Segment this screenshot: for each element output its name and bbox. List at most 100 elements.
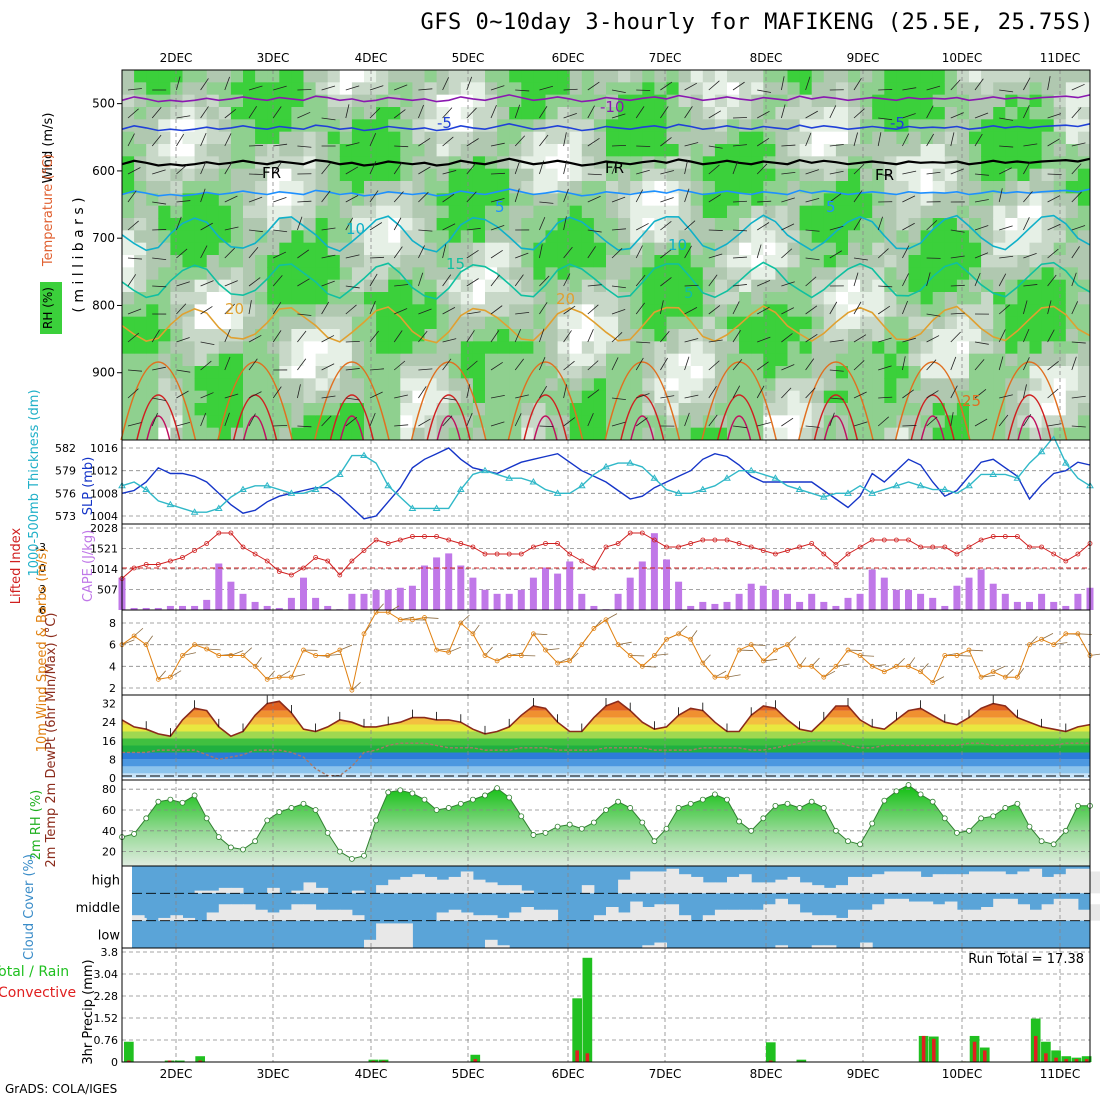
wind-speed-marker (736, 647, 742, 653)
rh-cell (896, 255, 909, 268)
rh-cell (593, 427, 607, 441)
rh-cell (424, 316, 438, 330)
rh-cell (424, 304, 438, 318)
wind-barb (781, 248, 793, 259)
rh-marker (603, 807, 609, 813)
rh-cell (376, 193, 389, 207)
rh-cell (956, 366, 970, 379)
rh-cell (485, 341, 498, 355)
bottom-day-label: 2DEC (160, 1067, 193, 1081)
wind-speed-marker (143, 642, 149, 648)
rh-cell (835, 390, 849, 404)
rh-cell (944, 144, 958, 157)
warm-tongue-5-1 (620, 394, 665, 441)
rh-cell (811, 70, 825, 83)
rh-cell (811, 107, 825, 120)
rh-cell (206, 366, 220, 379)
rh-cell (666, 205, 680, 219)
rh-cell (303, 390, 317, 404)
rh-cell (303, 279, 317, 293)
rh-cell (739, 316, 752, 330)
rh-cell (400, 193, 413, 207)
rh-cell (944, 316, 958, 330)
rh-cell (460, 193, 474, 207)
rh-cell (702, 255, 716, 268)
rh-cell (243, 144, 256, 157)
rh-cell (969, 70, 982, 83)
rh-cell (339, 70, 353, 83)
rh-cell (388, 329, 401, 342)
rh-cell (327, 94, 341, 108)
rh-cell (400, 403, 413, 416)
rh-cell (763, 70, 776, 83)
rh-cell (206, 119, 220, 133)
rh-cell (581, 205, 595, 219)
wind-barb (490, 249, 503, 259)
wind-barb (442, 358, 452, 371)
rh-cell (460, 144, 474, 157)
rh-cell (763, 82, 776, 96)
rh-cell (388, 144, 401, 157)
li-tick-label: 3 (39, 583, 46, 596)
cloud-cell-middle (303, 904, 317, 921)
rh-cell (134, 329, 147, 342)
cape-bar (179, 605, 186, 610)
rh-cell (848, 94, 861, 108)
top-day-label: 11DEC (1040, 51, 1080, 65)
wind-barb (732, 229, 747, 232)
rh-cell (230, 230, 244, 244)
cloud-cell-middle (884, 898, 897, 921)
rh-cell (944, 70, 958, 83)
rh-cell (969, 193, 982, 207)
rh-cell (376, 131, 389, 145)
wind-speed-marker (325, 653, 331, 658)
rh-cell (642, 378, 655, 392)
run-total-label: Run Total = 17.38 (968, 952, 1084, 967)
rh-cell (436, 255, 450, 268)
pressure-axis-label: ( m i l l i b a r s ) (71, 197, 87, 312)
lifted-index-marker (494, 551, 500, 557)
rh-marker (1050, 841, 1057, 848)
cape-bar (1038, 593, 1046, 610)
rh-cell (860, 366, 873, 379)
rh-cell (424, 242, 438, 256)
rh-cell (158, 82, 171, 96)
rh-cell (969, 168, 982, 182)
rh-cell (521, 267, 534, 281)
rh-cell (243, 218, 256, 231)
lifted-index-marker (639, 530, 645, 536)
rh-cell (956, 378, 970, 392)
rh-cell (823, 292, 837, 305)
wind-speed-marker (1027, 642, 1032, 648)
rh-cell (739, 230, 752, 244)
wind-barb (466, 330, 475, 343)
rh-cell (884, 403, 897, 416)
wind-barb (248, 173, 264, 175)
rh-cell (255, 94, 268, 108)
rh-cell (412, 119, 425, 133)
rh-cell (509, 218, 522, 231)
isotherm-label: 25 (962, 392, 981, 410)
thickness-marker (819, 493, 828, 500)
wind-speed-marker (1039, 636, 1044, 642)
rh-cell (654, 107, 667, 120)
wind-barb (369, 391, 383, 399)
rh-cell (956, 341, 970, 355)
rh-cell (122, 168, 135, 182)
rh-cell (182, 107, 196, 120)
rh-cell (424, 230, 438, 244)
wind-barb (273, 229, 288, 233)
rh-cell (122, 205, 135, 219)
wind-barb (466, 412, 473, 427)
rh-cell (751, 292, 764, 305)
rh-marker (542, 829, 549, 836)
rh-cell (521, 119, 534, 133)
wind-barb (877, 132, 882, 147)
wind-barb (321, 280, 335, 287)
rh-cell (823, 218, 837, 231)
wind-barb (563, 132, 567, 147)
rh-cell (630, 304, 643, 318)
rh-marker (687, 800, 694, 807)
cape-bar (808, 593, 816, 610)
rh-cell (714, 131, 728, 145)
